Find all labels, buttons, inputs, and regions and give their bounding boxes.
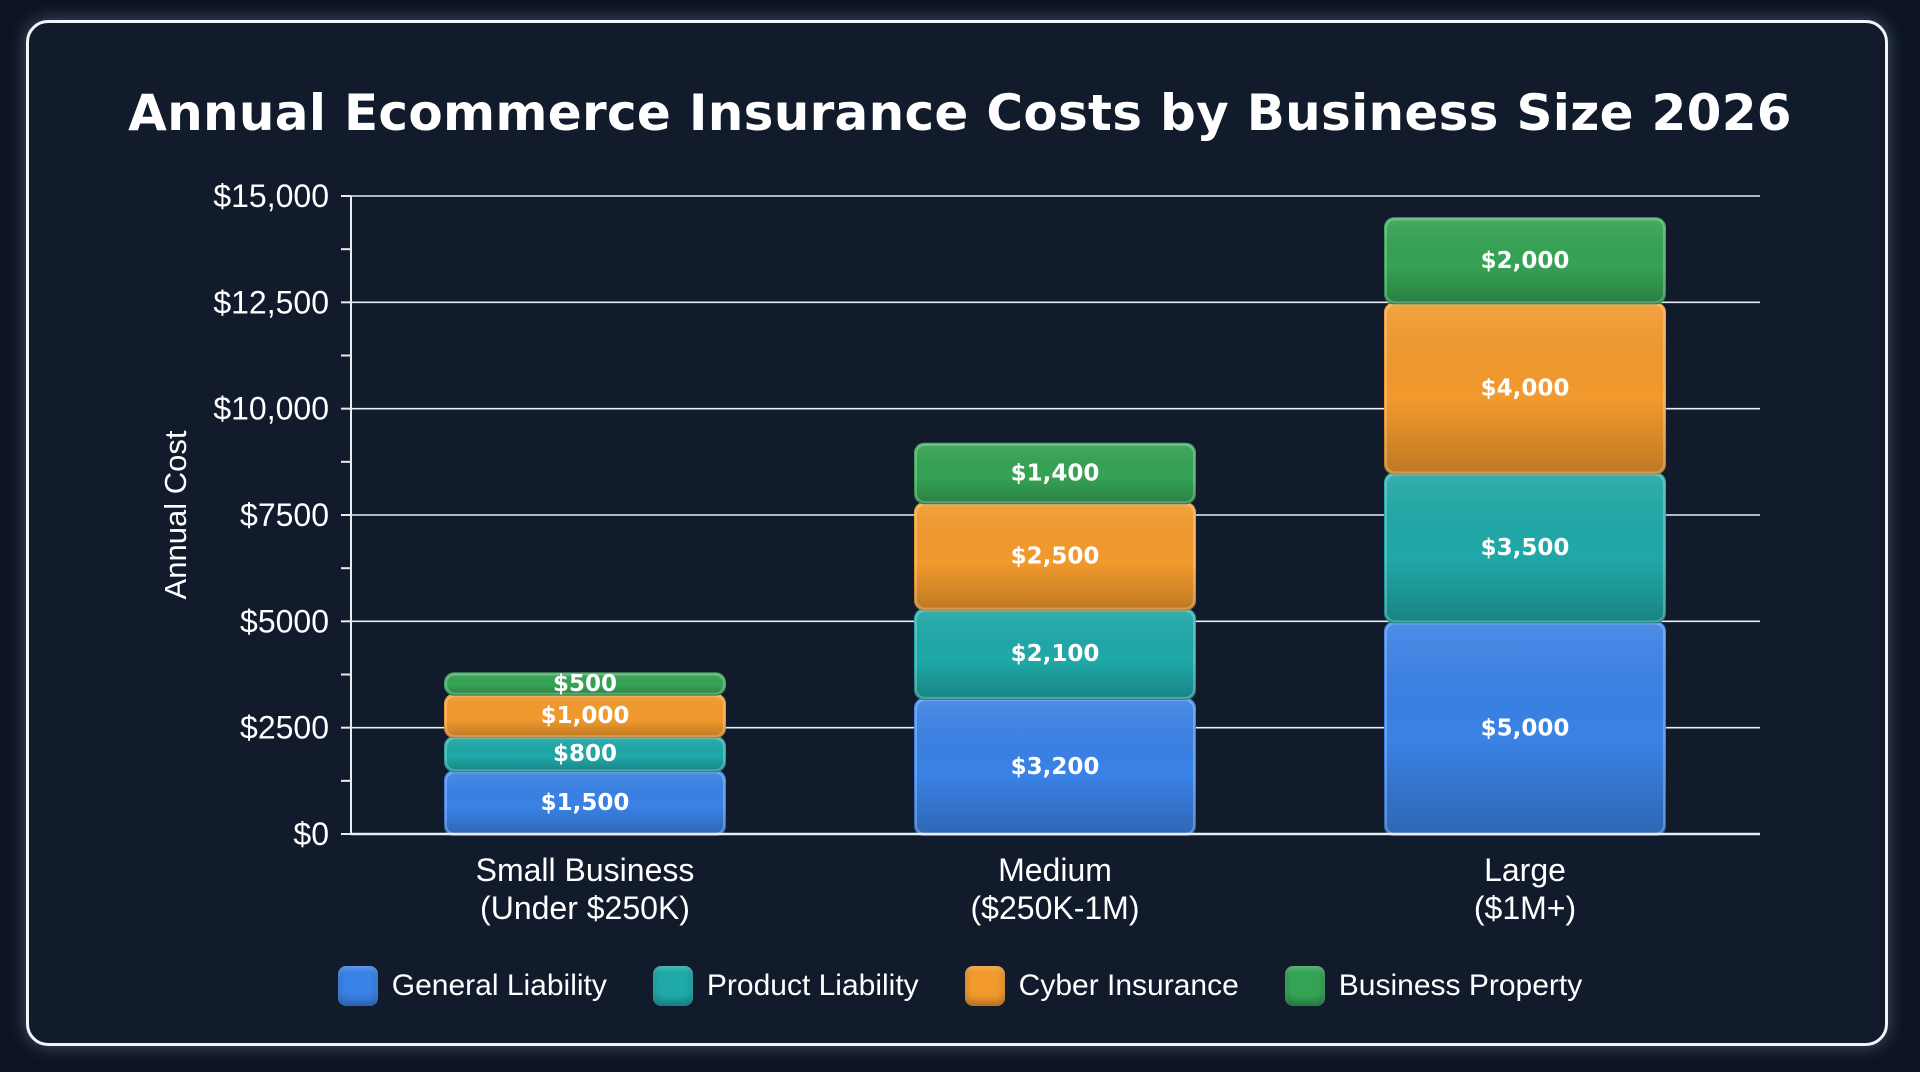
y-tick-label: $15,000 xyxy=(213,178,329,214)
data-label: $3,500 xyxy=(1481,535,1570,561)
legend-swatch xyxy=(652,966,693,1006)
x-category-label: ($250K-1M) xyxy=(971,890,1140,926)
bar-shading xyxy=(1384,217,1666,305)
legend-swatch xyxy=(964,966,1005,1006)
data-label: $1,500 xyxy=(541,790,630,816)
bar-shading xyxy=(914,608,1196,700)
x-category-label: (Under $250K) xyxy=(480,890,690,926)
y-tick-label: $12,500 xyxy=(213,284,329,320)
bar-segment-business-property xyxy=(444,672,726,696)
legend-label: General Liability xyxy=(391,969,607,1002)
y-tick-label: $2500 xyxy=(240,710,329,746)
bar-highlight xyxy=(1385,218,1665,304)
x-category-label: Large xyxy=(1484,852,1566,888)
data-label: $5,000 xyxy=(1481,716,1570,742)
bar-shading xyxy=(914,697,1196,836)
x-category-label: Medium xyxy=(998,852,1112,888)
data-label: $800 xyxy=(553,741,617,767)
bar-segment-general-liability xyxy=(444,770,726,836)
bar-shading xyxy=(444,736,726,773)
legend-swatch xyxy=(337,966,378,1006)
y-tick-label: $7500 xyxy=(240,497,329,533)
chart-legend: General Liability Product Liability Cyber … xyxy=(0,966,1920,1006)
legend-item: General Liability xyxy=(337,966,607,1006)
data-label: $1,400 xyxy=(1011,460,1100,486)
chart-title: Annual Ecommerce Insurance Costs by Busi… xyxy=(128,84,1792,142)
bar-shading xyxy=(444,693,726,739)
bar-shading xyxy=(914,442,1196,505)
bar-segment-business-property xyxy=(914,442,1196,505)
y-tick-label: $0 xyxy=(293,816,329,852)
bar-segment-product-liability xyxy=(444,736,726,773)
bar-shading xyxy=(1384,472,1666,624)
data-label: $2,500 xyxy=(1011,543,1100,569)
legend-item: Business Property xyxy=(1284,966,1583,1006)
y-tick-label: $5000 xyxy=(240,603,329,639)
bar-highlight xyxy=(915,443,1195,504)
y-tick-label: $10,000 xyxy=(213,391,329,427)
bar-shading xyxy=(1384,302,1666,475)
data-label: $2,100 xyxy=(1011,641,1100,667)
data-label: $2,000 xyxy=(1481,248,1570,274)
bar-segment-product-liability xyxy=(1384,472,1666,624)
bar-segment-cyber-insurance xyxy=(444,693,726,739)
data-label: $1,000 xyxy=(541,703,630,729)
bar-highlight xyxy=(1385,303,1665,474)
bar-highlight xyxy=(445,673,725,695)
bar-segment-product-liability xyxy=(914,608,1196,700)
bar-shading xyxy=(444,770,726,836)
bar-shading xyxy=(444,672,726,696)
data-label: $4,000 xyxy=(1481,375,1570,401)
bar-shading xyxy=(914,502,1196,611)
bar-segment-cyber-insurance xyxy=(1384,302,1666,475)
legend-label: Business Property xyxy=(1338,969,1583,1002)
data-label: $3,200 xyxy=(1011,754,1100,780)
x-category-label: ($1M+) xyxy=(1474,890,1576,926)
bar-shading xyxy=(1384,621,1666,836)
legend-swatch xyxy=(1284,966,1325,1006)
legend-label: Cyber Insurance xyxy=(1018,969,1239,1002)
bar-segment-cyber-insurance xyxy=(914,502,1196,611)
y-axis-label: Annual Cost xyxy=(158,430,193,599)
legend-label: Product Liability xyxy=(706,969,919,1002)
bar-segment-business-property xyxy=(1384,217,1666,305)
data-label: $500 xyxy=(553,671,617,697)
legend-item: Product Liability xyxy=(652,966,919,1006)
x-category-label: Small Business xyxy=(476,852,695,888)
bar-segment-general-liability xyxy=(1384,621,1666,836)
legend-item: Cyber Insurance xyxy=(964,966,1239,1006)
